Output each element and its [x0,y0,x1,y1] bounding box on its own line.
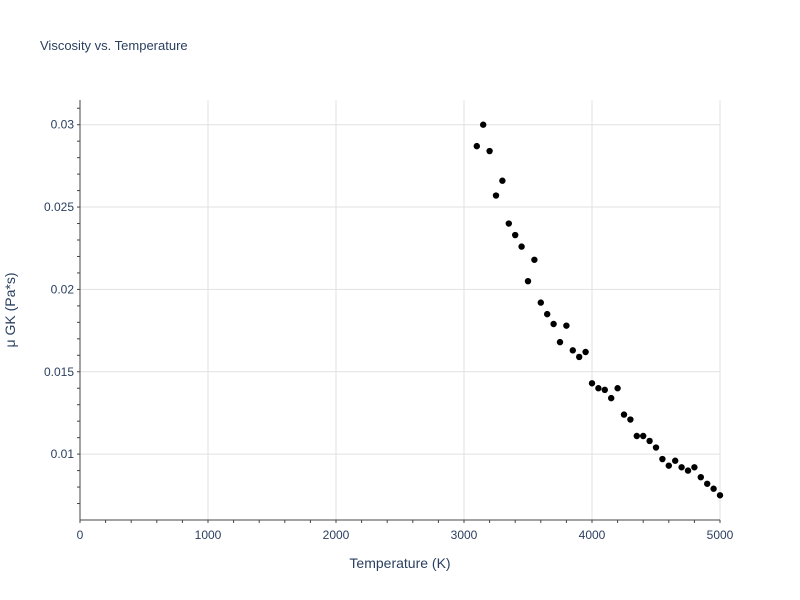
y-tick-label: 0.015 [44,365,74,379]
data-point[interactable] [582,348,589,356]
x-tick-label: 3000 [451,528,478,542]
data-point[interactable] [524,277,532,285]
data-point[interactable] [627,416,634,423]
y-tick-label: 0.01 [51,447,75,461]
x-tick-label: 2000 [323,528,350,542]
data-point[interactable] [614,385,621,392]
data-point[interactable] [665,462,672,469]
data-point[interactable] [704,480,711,487]
x-tick-label: 5000 [707,528,734,542]
data-point[interactable] [569,347,576,354]
data-point[interactable] [620,411,628,418]
data-point[interactable] [652,444,660,451]
data-point[interactable] [576,353,583,361]
tick-labels: 0 1000 2000 3000 4000 5000 0.01 0.015 0.02 0.025 0… [44,118,734,542]
data-point[interactable] [512,231,519,239]
x-tick-label: 0 [77,528,84,542]
data-point[interactable] [716,492,724,499]
data-point[interactable] [678,464,685,471]
data-point[interactable] [556,338,564,346]
data-point[interactable] [473,142,480,150]
data-point[interactable] [608,394,615,402]
x-tick-label: 1000 [195,528,222,542]
data-point[interactable] [550,320,557,328]
chart-title: Viscosity vs. Temperature [40,38,188,53]
data-point[interactable] [672,457,679,464]
y-tick-label: 0.03 [51,118,75,132]
data-point[interactable] [492,192,500,199]
data-point[interactable] [544,310,551,318]
data-point[interactable] [659,455,666,463]
data-point[interactable] [691,464,698,471]
y-tick-label: 0.02 [51,282,75,296]
data-point[interactable] [537,299,544,306]
y-tick-label: 0.025 [44,200,74,214]
data-point[interactable] [499,177,506,184]
data-point[interactable] [646,437,653,445]
y-axis-title: μ GK (Pa*s) [2,273,18,348]
data-point[interactable] [595,385,602,392]
data-point[interactable] [563,322,570,329]
axes [77,100,721,523]
data-point[interactable] [684,467,692,474]
data-point[interactable] [633,432,640,440]
data-point[interactable] [640,432,647,440]
x-axis-title: Temperature (K) [349,555,450,571]
data-point[interactable] [588,380,596,387]
data-point[interactable] [710,485,717,492]
data-point[interactable] [531,256,538,263]
gridlines [80,100,721,520]
x-tick-label: 4000 [579,528,606,542]
data-point[interactable] [518,243,525,250]
data-point[interactable] [697,473,704,481]
data-point[interactable] [505,220,512,227]
data-point[interactable] [601,386,608,394]
data-point[interactable] [480,121,487,128]
data-points [473,121,724,499]
data-point[interactable] [486,147,493,155]
